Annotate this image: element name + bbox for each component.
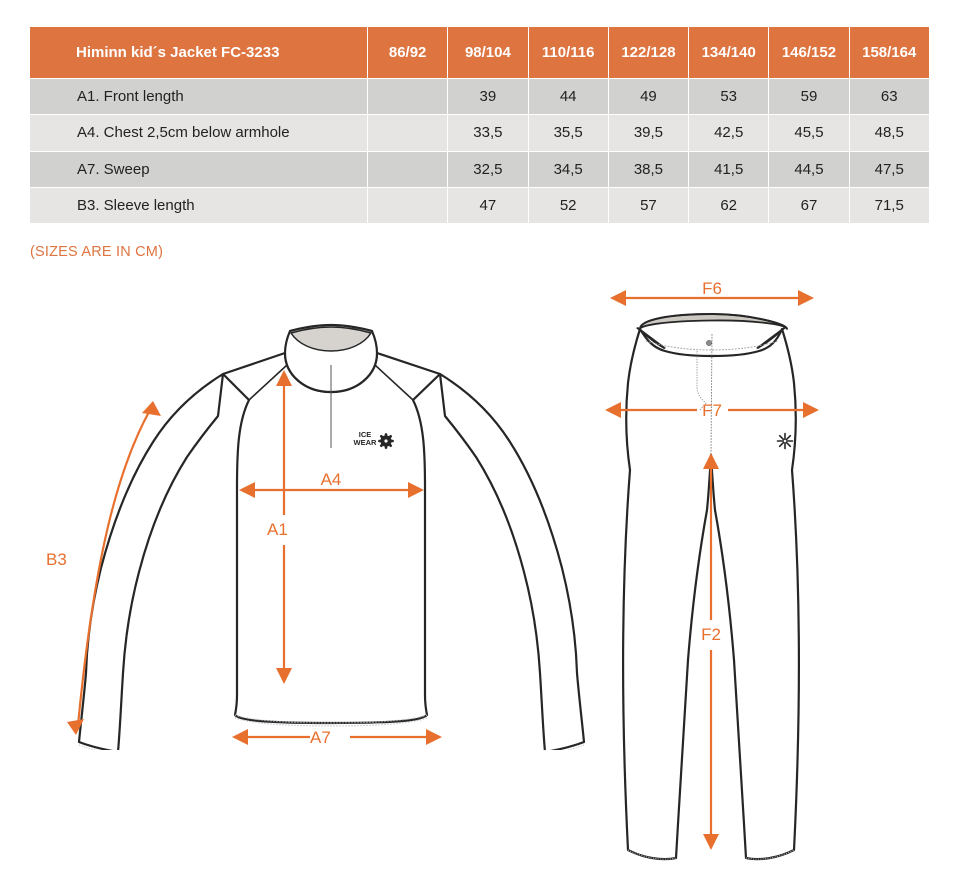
- svg-text:A4: A4: [321, 470, 342, 489]
- svg-text:F2: F2: [701, 625, 721, 644]
- svg-text:F6: F6: [702, 280, 722, 298]
- svg-text:A7: A7: [310, 728, 331, 747]
- svg-text:A1: A1: [267, 520, 288, 539]
- svg-text:B3: B3: [46, 550, 67, 569]
- svg-text:WEAR: WEAR: [354, 438, 377, 447]
- svg-text:F7: F7: [702, 401, 722, 420]
